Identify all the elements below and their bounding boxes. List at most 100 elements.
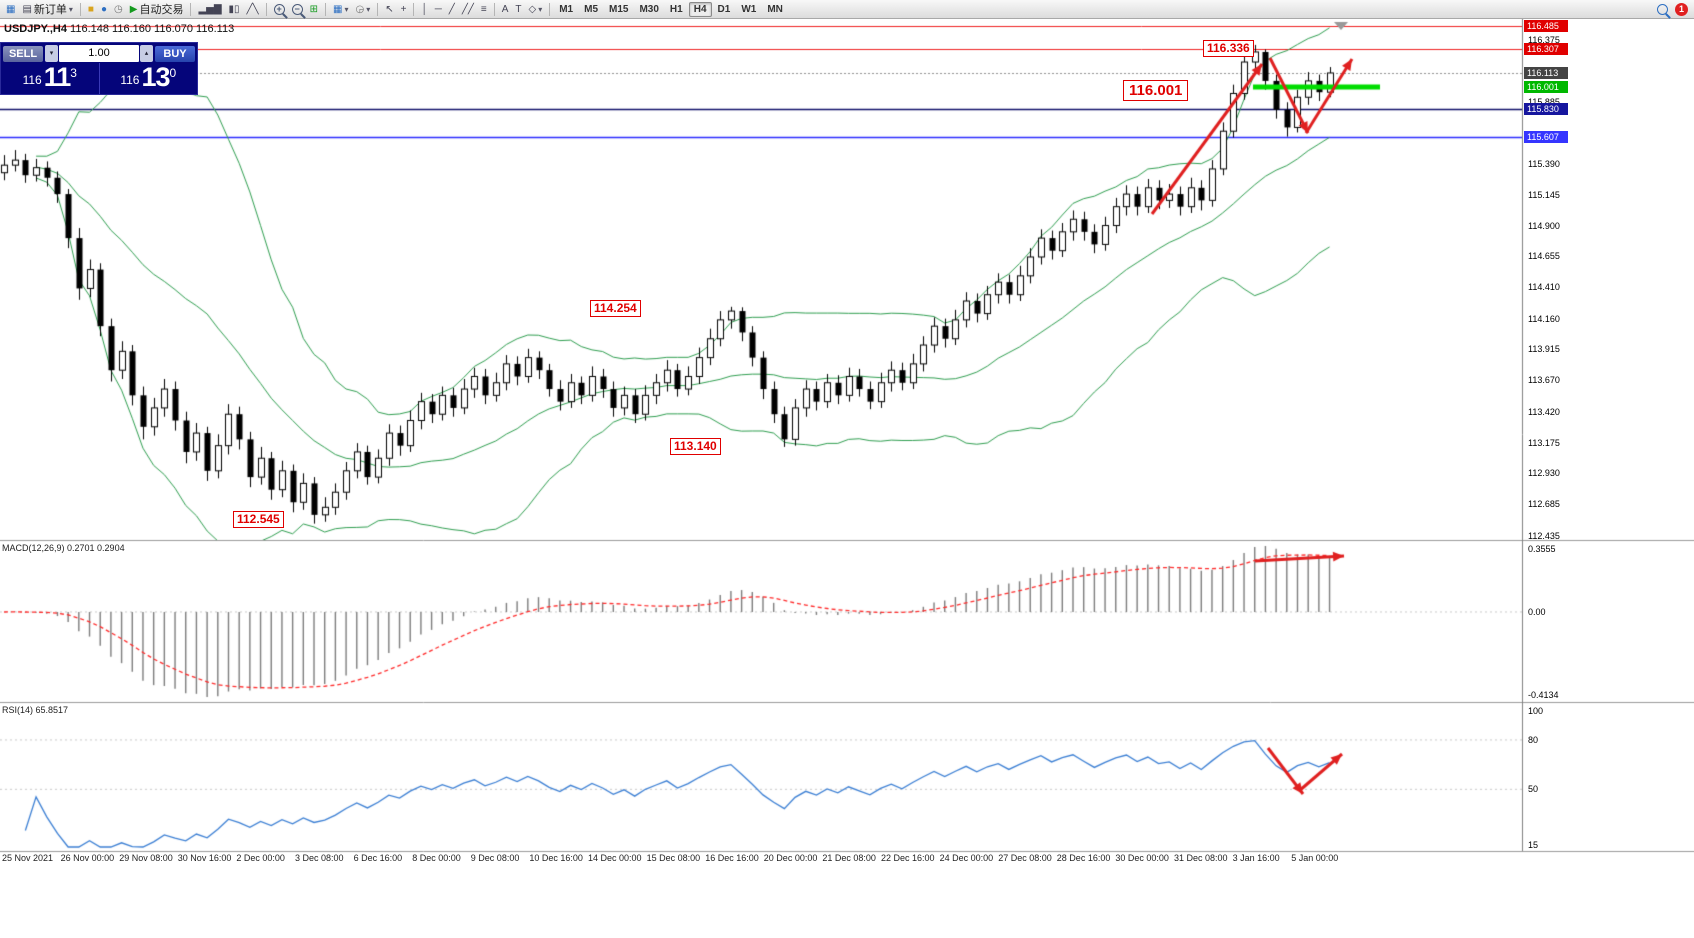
vertical-line-icon: │: [421, 3, 428, 15]
clock-icon: ◷: [114, 3, 123, 15]
macd-axis-max: 0.3555: [1528, 544, 1556, 554]
fibonacci-button[interactable]: ≡: [478, 1, 490, 18]
text-label-icon: T: [515, 3, 522, 15]
text-button[interactable]: A: [499, 1, 512, 18]
timeframe-h4-button[interactable]: H4: [688, 1, 712, 17]
sell-price[interactable]: 116 11 3: [1, 63, 100, 94]
rsi-axis-label: 100: [1528, 706, 1544, 716]
time-axis-label: 15 Dec 08:00: [646, 853, 701, 863]
time-axis-label: 8 Dec 00:00: [412, 853, 461, 863]
channel-icon: ╱╱: [461, 3, 474, 15]
cursor-button[interactable]: ↖: [382, 1, 396, 18]
sell-button[interactable]: SELL: [3, 45, 43, 62]
price-marker-label: 116.001: [1524, 81, 1568, 94]
price-tick-label: 113.670: [1528, 375, 1560, 386]
new-order-button[interactable]: ▤ 新订单 ▾: [19, 1, 75, 18]
zoom-in-button[interactable]: +: [271, 1, 288, 18]
buy-price-sup: 0: [169, 66, 177, 80]
price-callout[interactable]: 113.140: [670, 438, 721, 455]
rsi-axis-label: 15: [1528, 840, 1539, 850]
timeframe-m30-button[interactable]: M30: [639, 3, 659, 15]
text-label-button[interactable]: T: [512, 1, 524, 18]
crosshair-icon: +: [400, 3, 407, 15]
bar-chart-button[interactable]: ▂▅▇: [195, 1, 224, 18]
line-chart-button[interactable]: ╱╲: [244, 1, 262, 18]
app-menu-button[interactable]: ▦: [3, 1, 18, 18]
timeframe-d1-button[interactable]: D1: [717, 3, 731, 15]
buy-button[interactable]: BUY: [155, 45, 195, 62]
price-callout[interactable]: 112.545: [233, 511, 284, 528]
toolbar-separator: [413, 2, 415, 16]
sell-price-sup: 3: [70, 66, 77, 80]
timeframe-h1-button[interactable]: H1: [669, 3, 683, 15]
buy-price[interactable]: 116 13 0: [100, 63, 198, 94]
profiles-button[interactable]: ◶ ▾: [352, 1, 373, 18]
time-axis-label: 25 Nov 2021: [2, 853, 54, 863]
time-axis-label: 29 Nov 08:00: [119, 853, 173, 863]
volume-increase-button[interactable]: ▴: [140, 45, 153, 62]
horizontal-line-button[interactable]: ─: [432, 1, 445, 18]
trendline-button[interactable]: ╱: [446, 1, 458, 18]
price-callout[interactable]: 116.336: [1203, 40, 1254, 57]
time-axis-label: 3 Dec 08:00: [295, 853, 344, 863]
time-axis-label: 9 Dec 08:00: [470, 853, 520, 863]
price-tick-label: 114.410: [1528, 282, 1560, 293]
timeframe-group: M1 M5 M15 M30 H1 H4 D1 W1 MN: [554, 1, 788, 17]
price-callout[interactable]: 114.254: [590, 300, 641, 317]
price-marker-label: 116.113: [1524, 66, 1568, 79]
trade-panel-prices: 116 11 3 116 13 0: [1, 63, 197, 94]
trade-panel-controls: SELL ▾ 1.00 ▴ BUY: [1, 43, 197, 63]
time-axis-label: 16 Dec 16:00: [705, 853, 759, 863]
toolbar: ▦ ▤ 新订单 ▾ ■ ● ◷ ▶ 自动交易 ▂▅▇ ▮▯ ╱╲ + − ⊞ ▦…: [0, 0, 1694, 19]
price-callout[interactable]: 116.001: [1123, 80, 1189, 101]
history-button[interactable]: ◷: [111, 1, 126, 18]
macd-axis-zero: 0.00: [1528, 606, 1546, 617]
fibonacci-icon: ≡: [480, 3, 487, 15]
crosshair-button[interactable]: +: [398, 1, 410, 18]
one-click-trade-panel: SELL ▾ 1.00 ▴ BUY 116 11 3 116 13 0: [0, 42, 198, 95]
shapes-icon: ◇: [528, 3, 537, 15]
ohlc-readout: 116.148 116.160 116.070 116.113: [70, 23, 235, 35]
timeframe-m5-button[interactable]: M5: [584, 3, 599, 15]
search-button[interactable]: [1654, 1, 1671, 18]
profiles-icon: ◶: [355, 3, 365, 15]
time-axis-label: 30 Dec 00:00: [1115, 853, 1169, 863]
price-tick-label: 114.655: [1528, 251, 1560, 262]
price-tick-label: 113.175: [1528, 437, 1560, 448]
new-chart-button[interactable]: ▦ ▾: [330, 1, 351, 18]
tile-windows-button[interactable]: ⊞: [307, 1, 321, 18]
candlestick-chart-button[interactable]: ▮▯: [226, 1, 243, 18]
vertical-line-button[interactable]: │: [418, 1, 430, 18]
funds-button[interactable]: ■: [85, 1, 97, 18]
symbol-timeframe: USDJPY.,H4: [4, 23, 67, 35]
new-chart-icon: ▦: [332, 3, 343, 15]
new-order-label: 新订单: [33, 4, 67, 16]
time-axis-label: 5 Jan 00:00: [1291, 853, 1339, 863]
channel-button[interactable]: ╱╱: [459, 1, 477, 18]
time-axis-label: 30 Nov 16:00: [177, 853, 232, 863]
timeframe-mn-button[interactable]: MN: [767, 3, 783, 15]
shapes-button[interactable]: ◇ ▾: [525, 1, 545, 18]
new-order-icon: ▤: [22, 3, 32, 15]
timeframe-m1-button[interactable]: M1: [559, 3, 574, 15]
auto-trading-label: 自动交易: [139, 4, 184, 16]
rsi-axis-label: 50: [1528, 784, 1539, 795]
notifications-button[interactable]: 1: [1672, 1, 1691, 18]
tile-windows-icon: ⊞: [309, 3, 318, 15]
timeframe-m15-button[interactable]: M15: [609, 3, 629, 15]
auto-trading-button[interactable]: ▶ 自动交易: [127, 1, 187, 18]
price-marker-label: 116.485: [1524, 20, 1568, 33]
timeframe-w1-button[interactable]: W1: [741, 3, 757, 15]
zoom-out-button[interactable]: −: [289, 1, 306, 18]
toolbar-separator: [493, 2, 495, 16]
time-axis-label: 31 Dec 08:00: [1174, 853, 1228, 863]
toolbar-separator: [549, 2, 551, 16]
accounts-button[interactable]: ●: [98, 1, 110, 18]
volume-input[interactable]: 1.00: [59, 45, 139, 62]
time-axis-label: 24 Dec 00:00: [939, 853, 994, 863]
volume-decrease-button[interactable]: ▾: [45, 45, 58, 62]
price-tick-label: 113.420: [1528, 406, 1560, 417]
volume-stepper: ▾ 1.00 ▴: [45, 45, 153, 62]
chevron-down-icon: ▾: [68, 4, 73, 14]
